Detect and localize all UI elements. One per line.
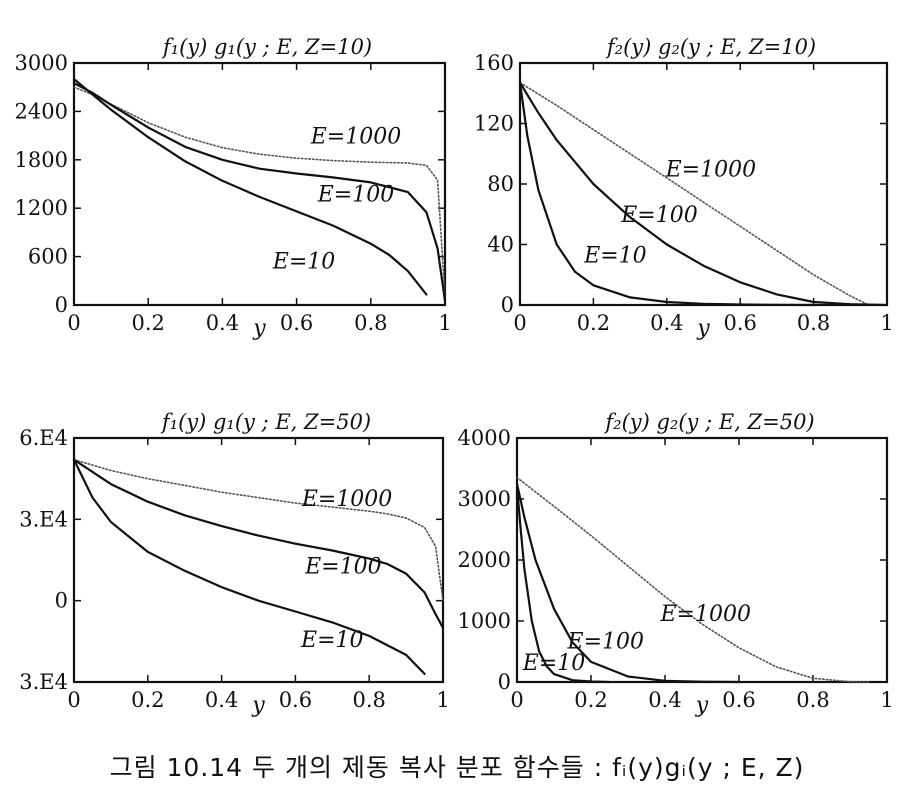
curve-label: E=1000	[665, 157, 756, 182]
x-axis-label: y	[252, 316, 266, 341]
y-tick-label: 0	[501, 293, 514, 317]
plot-frame	[72, 61, 447, 307]
series-line-e-100	[515, 482, 741, 684]
chart-title: f₂(y) g₂(y ; E, Z=50)	[603, 410, 814, 434]
x-tick-label: 0.2	[577, 311, 610, 335]
x-tick-label: 1	[880, 688, 893, 712]
series-line-e-1000	[516, 476, 870, 683]
x-tick-label: 0.2	[574, 688, 607, 712]
y-tick-label: 6.E4	[19, 426, 68, 450]
series-line-e-100	[518, 81, 889, 307]
curve-label: E=100	[620, 203, 697, 228]
y-tick-label: 0	[55, 293, 68, 317]
y-tick-label: 160	[474, 51, 514, 75]
x-axis-label: y	[696, 316, 710, 341]
series-line-e-1000	[519, 81, 870, 306]
x-tick-label: 1	[438, 311, 451, 335]
curve-label: E=10	[522, 651, 586, 676]
x-tick-label: 0.8	[354, 311, 387, 335]
x-tick-label: 1	[880, 311, 893, 335]
y-tick-label: 120	[474, 112, 514, 136]
x-tick-label: 0.4	[648, 688, 681, 712]
curve-label: E=100	[567, 629, 644, 654]
y-tick-label: 3000	[458, 487, 511, 511]
x-tick-label: 0	[67, 311, 80, 335]
x-tick-label: 0.6	[723, 311, 756, 335]
figure-caption: 그림 10.14 두 개의 제동 복사 분포 함수들 : fᵢ(y)gᵢ(y ;…	[109, 753, 805, 782]
y-tick-label: 0	[55, 589, 68, 613]
x-tick-label: 0.4	[650, 311, 683, 335]
plot-frame	[518, 61, 889, 307]
x-tick-label: 0.6	[722, 688, 755, 712]
x-tick-label: 0.6	[279, 688, 312, 712]
x-tick-label: 0.2	[131, 688, 164, 712]
curve-label: E=10	[300, 628, 364, 653]
series-line-e-10	[72, 78, 428, 296]
x-tick-label: 0.6	[280, 311, 313, 335]
x-tick-label: 0.2	[131, 311, 164, 335]
curve-label: E=100	[304, 555, 381, 580]
chart-title: f₂(y) g₂(y ; E, Z=10)	[605, 35, 816, 59]
x-axis-label: y	[251, 693, 265, 718]
y-tick-label: 600	[28, 245, 68, 269]
series-line-e-1000	[73, 458, 444, 602]
x-tick-label: 0.4	[205, 688, 238, 712]
chart-panel-1	[72, 61, 447, 307]
y-tick-label: 3.E4	[19, 670, 68, 694]
x-tick-label: 0.8	[797, 311, 830, 335]
series-line-e-100	[72, 82, 447, 303]
y-tick-label: 1000	[458, 609, 511, 633]
x-tick-label: 0.8	[796, 688, 829, 712]
x-tick-label: 0	[67, 688, 80, 712]
x-tick-label: 1	[436, 688, 449, 712]
x-axis-label: y	[695, 693, 709, 718]
series-line-e-100	[72, 458, 445, 629]
curve-label: E=100	[317, 183, 394, 208]
y-tick-label: 3000	[15, 51, 68, 75]
x-tick-label: 0	[513, 311, 526, 335]
series-line-e-10	[518, 81, 815, 307]
chart-panel-2	[518, 61, 889, 307]
series-line-e-10	[515, 485, 611, 684]
y-tick-label: 80	[487, 172, 514, 196]
y-tick-label: 2400	[15, 99, 68, 123]
plot-frame	[72, 436, 445, 684]
chart-title: f₁(y) g₁(y ; E, Z=50)	[160, 410, 371, 434]
series-line-e-10	[72, 458, 426, 675]
chart-panel-3	[72, 436, 445, 684]
y-tick-label: 2000	[458, 548, 511, 572]
figure-canvas: f₁(y) g₁(y ; E, Z=10) 0 0.2 0.4 0.6 0.8 1 y 0 600…	[15, 35, 894, 718]
y-tick-label: 3.E4	[19, 507, 68, 531]
chart-title: f₁(y) g₁(y ; E, Z=10)	[161, 35, 372, 59]
y-tick-label: 1800	[15, 148, 68, 172]
y-tick-label: 1200	[15, 196, 68, 220]
x-tick-label: 0.4	[206, 311, 239, 335]
curve-label: E=10	[272, 250, 336, 275]
y-tick-label: 4000	[458, 426, 511, 450]
curve-label: E=1000	[310, 125, 401, 150]
curve-label: E=10	[583, 244, 647, 269]
series-line-e-1000	[73, 86, 446, 298]
y-tick-label: 0	[498, 670, 511, 694]
curve-label: E=1000	[659, 602, 750, 627]
curve-label: E=1000	[301, 487, 392, 512]
x-tick-label: 0	[510, 688, 523, 712]
x-tick-label: 0.8	[352, 688, 385, 712]
y-tick-label: 40	[487, 233, 514, 257]
chart-panel-4	[515, 436, 889, 684]
